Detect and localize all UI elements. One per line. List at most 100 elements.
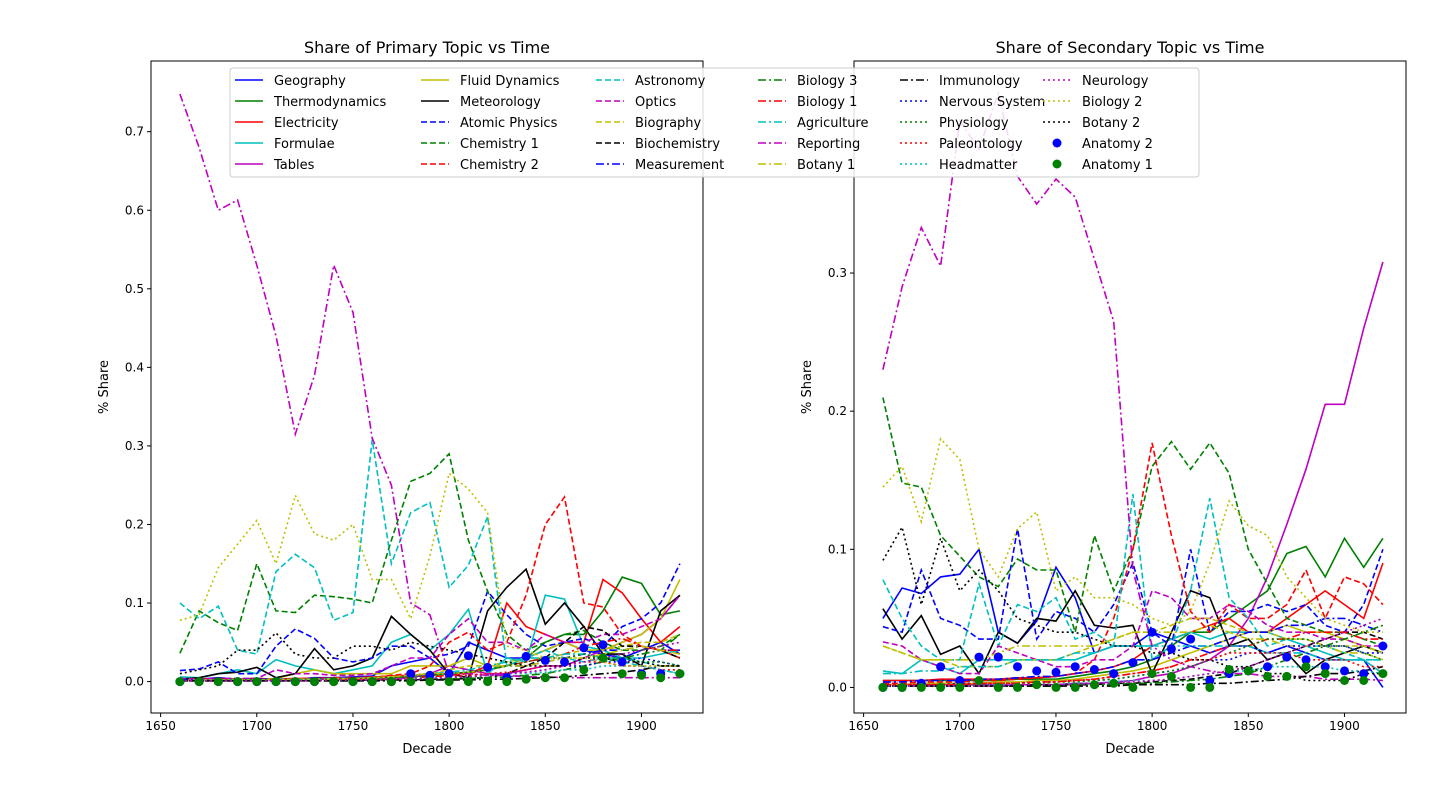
- legend-label: Thermodynamics: [273, 95, 386, 110]
- biology-1-series: [882, 631, 1383, 686]
- data-point: [386, 677, 396, 687]
- legend-item-headmatter: Headmatter: [900, 158, 1018, 173]
- chemistry-2-series: [882, 442, 1384, 685]
- immunology-series: [882, 665, 1384, 687]
- data-point: [1070, 682, 1080, 692]
- data-point: [1013, 662, 1022, 672]
- legend-item-anatomy-1: Anatomy 1: [1052, 158, 1153, 173]
- astronomy-series: [882, 493, 1383, 662]
- data-point: [1320, 662, 1330, 672]
- data-point: [560, 657, 569, 667]
- series-layer: [175, 93, 685, 687]
- legend-item-anatomy-2: Anatomy 2: [1052, 137, 1153, 152]
- legend-box: [229, 67, 1200, 178]
- data-point: [1166, 644, 1176, 654]
- legend-item-nervous-system: Nervous System: [900, 95, 1045, 110]
- data-point: [993, 652, 1003, 662]
- y-tick-label: 0.6: [125, 203, 144, 217]
- y-tick-label: 0.4: [125, 360, 144, 374]
- y-tick-label: 0.0: [828, 680, 847, 694]
- x-tick-label: 1650: [848, 719, 879, 733]
- data-point: [1282, 652, 1292, 662]
- x-tick-label: 1850: [530, 719, 561, 733]
- physiology-series: [882, 638, 1384, 687]
- tick-layer: 1650 1700 1750 1800 1850 1900 0.0 0.1 0.2 0.3 0.4 0…: [125, 125, 657, 733]
- y-tick-label: 0.1: [828, 542, 847, 556]
- legend-label: Nervous System: [939, 95, 1045, 110]
- x-axis-label: Decade: [1105, 742, 1154, 757]
- legend-item-astronomy: Astronomy: [596, 74, 706, 89]
- legend-item-botany-2: Botany 2: [1043, 116, 1140, 131]
- data-point: [425, 670, 435, 680]
- headmatter-series: [882, 665, 1384, 687]
- data-point: [271, 677, 281, 687]
- meteorology-series: [179, 567, 681, 680]
- data-point: [675, 669, 685, 679]
- data-point: [1205, 682, 1215, 692]
- data-point: [310, 677, 319, 687]
- tick-layer: 1650 1700 1750 1800 1850 1900 0.0 0.1 0.2 0.3: [828, 266, 1360, 733]
- x-tick-label: 1750: [1041, 719, 1072, 733]
- agriculture-series: [882, 645, 1383, 675]
- legend-label: Biology 3: [797, 74, 857, 89]
- legend: Geography Thermodynamics Electricity Formul…: [229, 67, 1200, 178]
- paleontology-series: [882, 652, 1383, 686]
- data-point: [656, 673, 666, 683]
- data-point: [1051, 682, 1061, 692]
- data-point: [1089, 680, 1099, 690]
- reporting-series: [179, 93, 680, 679]
- chemistry-1-series: [179, 452, 681, 654]
- x-tick-label: 1900: [1329, 719, 1360, 733]
- legend-label: Biochemistry: [635, 137, 720, 152]
- botany-2-series: [179, 631, 680, 675]
- legend-item-biology-3: Biology 3: [758, 74, 857, 89]
- meteorology-series: [882, 589, 1384, 676]
- chart-title: Share of Secondary Topic vs Time: [996, 38, 1265, 57]
- data-point: [1282, 671, 1292, 681]
- chart-title: Share of Primary Topic vs Time: [304, 38, 550, 57]
- data-point: [425, 677, 435, 687]
- legend-item-immunology: Immunology: [900, 74, 1020, 89]
- data-point: [598, 640, 608, 650]
- legend-label: Immunology: [939, 74, 1020, 89]
- legend-label: Formulae: [274, 137, 335, 152]
- x-tick-label: 1850: [1233, 719, 1264, 733]
- legend-label: Geography: [274, 74, 346, 89]
- data-point: [1378, 669, 1388, 679]
- y-tick-label: 0.0: [125, 675, 144, 689]
- data-point: [444, 669, 454, 679]
- data-point: [1186, 682, 1196, 692]
- data-point: [252, 677, 262, 687]
- data-point: [598, 653, 608, 663]
- legend-label: Agriculture: [797, 116, 869, 131]
- data-point: [1166, 671, 1176, 681]
- legend-label: Headmatter: [939, 158, 1018, 173]
- data-point: [233, 677, 243, 687]
- legend-label: Neurology: [1082, 74, 1149, 89]
- data-point: [1378, 641, 1388, 651]
- axes-frame: [853, 60, 1407, 714]
- legend-label: Tables: [273, 158, 315, 173]
- data-point: [367, 677, 377, 687]
- data-point: [406, 677, 416, 687]
- data-point: [1243, 666, 1253, 676]
- legend-label: Meteorology: [460, 95, 541, 110]
- legend-label: Biography: [635, 116, 702, 131]
- data-point: [1301, 662, 1311, 672]
- data-point: [521, 651, 531, 661]
- data-point: [290, 677, 300, 687]
- data-point: [1128, 658, 1138, 668]
- data-point: [955, 676, 965, 685]
- biology-2-series: [179, 471, 680, 667]
- data-point: [1263, 662, 1272, 672]
- data-point: [1340, 666, 1349, 676]
- x-tick-label: 1800: [1137, 719, 1168, 733]
- data-point: [502, 677, 512, 687]
- legend-label: Chemistry 1: [460, 137, 539, 152]
- x-axis-label: Decade: [402, 742, 451, 757]
- legend-label: Chemistry 2: [460, 158, 539, 173]
- y-axis-label: % Share: [97, 360, 112, 414]
- legend-item-reporting: Reporting: [758, 137, 860, 152]
- legend-item-formulae: Formulae: [235, 137, 335, 152]
- primary-topic-axes: Share of Primary Topic vs Time 1650 1700 1…: [97, 38, 704, 757]
